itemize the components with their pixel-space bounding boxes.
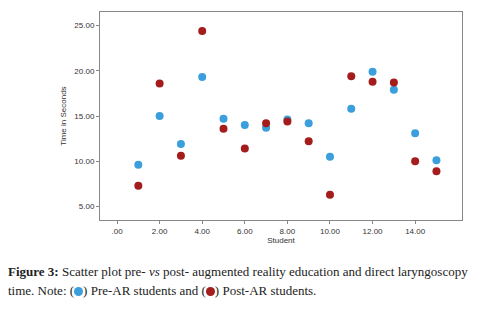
svg-text:14.00: 14.00 [405,227,426,236]
html-text:) Pre-AR students and (: ) Pre-AR students and ( [83,283,206,298]
svg-text:12.00: 12.00 [363,227,384,236]
svg-text:2.00: 2.00 [152,227,168,236]
svg-text:Time in Seconds: Time in Seconds [59,86,68,145]
svg-text:10.00: 10.00 [74,157,95,166]
svg-text:4.00: 4.00 [194,227,210,236]
svg-text:6.00: 6.00 [237,227,253,236]
svg-text:10.00: 10.00 [320,227,341,236]
svg-text:Student: Student [267,236,295,245]
svg-text:20.00: 20.00 [74,67,95,76]
html-text:Figure 3: Scatter plot pre- vs: Figure 3: Scatter plot pre- vs post- aug… [8,264,468,298]
svg-text:5.00: 5.00 [79,202,95,211]
svg-text:25.00: 25.00 [74,21,95,30]
svg-text:8.00: 8.00 [280,227,296,236]
svg-text:15.00: 15.00 [74,112,95,121]
html-text:) Post-AR students.: ) Post-AR students. [214,283,317,298]
svg-text:.00: .00 [111,227,123,236]
